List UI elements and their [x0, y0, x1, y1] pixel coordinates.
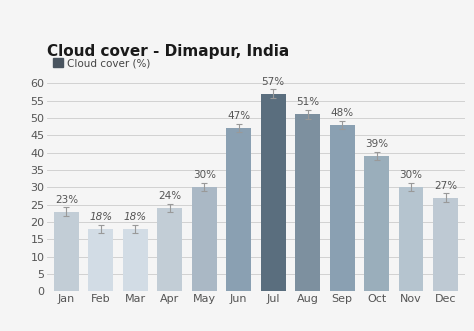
Legend: Cloud cover (%): Cloud cover (%): [53, 58, 151, 69]
Bar: [123, 229, 148, 291]
Text: 24%: 24%: [158, 191, 182, 201]
Bar: [157, 208, 182, 291]
Text: 48%: 48%: [330, 108, 354, 118]
Bar: [399, 187, 423, 291]
Bar: [54, 212, 79, 291]
Bar: [364, 156, 389, 291]
Bar: [89, 229, 113, 291]
Text: 39%: 39%: [365, 139, 388, 149]
Bar: [226, 128, 251, 291]
Text: Cloud cover - Dimapur, India: Cloud cover - Dimapur, India: [47, 44, 290, 60]
Text: 23%: 23%: [55, 195, 78, 205]
Text: 47%: 47%: [227, 111, 250, 121]
Text: 27%: 27%: [434, 181, 457, 191]
Bar: [330, 125, 355, 291]
Text: 30%: 30%: [193, 170, 216, 180]
Bar: [433, 198, 458, 291]
Bar: [295, 115, 320, 291]
Bar: [192, 187, 217, 291]
Text: 57%: 57%: [262, 77, 285, 87]
Text: 18%: 18%: [89, 212, 112, 222]
Text: 51%: 51%: [296, 98, 319, 108]
Text: 30%: 30%: [400, 170, 423, 180]
Text: 18%: 18%: [124, 212, 147, 222]
Bar: [261, 94, 286, 291]
